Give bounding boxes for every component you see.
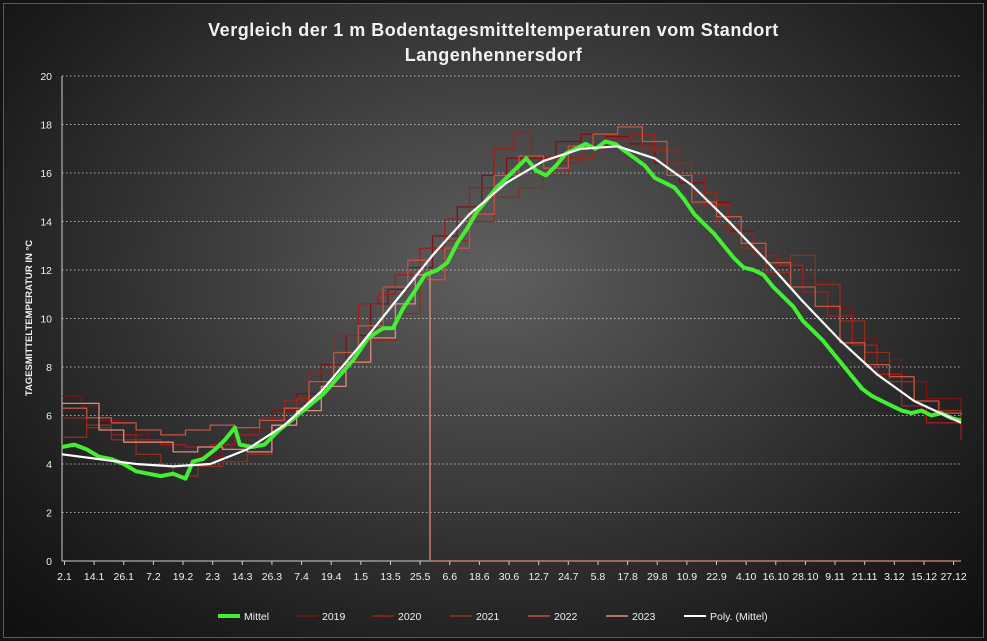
- x-tick-label: 19.4: [321, 571, 342, 583]
- series-line-mittel: [61, 139, 962, 481]
- x-tick-label: 17.8: [617, 571, 638, 583]
- y-tick-label: 20: [40, 71, 52, 83]
- legend-label: Poly. (Mittel): [710, 611, 768, 623]
- x-tick-label: 26.1: [114, 571, 135, 583]
- series-line-2021: [62, 140, 962, 477]
- x-tick-label: 29.8: [647, 571, 668, 583]
- y-tick-label: 8: [46, 362, 52, 374]
- x-tick-label: 9.11: [825, 571, 845, 583]
- x-tick-label: 22.9: [706, 571, 727, 583]
- grid-lines: [62, 75, 961, 513]
- legend-label: 2021: [476, 611, 500, 623]
- x-tick-label: 6.6: [442, 571, 457, 583]
- x-tick-label: 15.12: [911, 571, 937, 583]
- y-tick-label: 6: [46, 411, 52, 423]
- x-tick-label: 13.5: [380, 571, 401, 583]
- legend-label: 2023: [632, 611, 656, 623]
- y-tick-label: 4: [46, 459, 52, 471]
- x-tick-label: 1.5: [354, 571, 369, 583]
- legend-label: 2022: [554, 611, 578, 623]
- x-tick-label: 28.10: [792, 571, 818, 583]
- x-tick-label: 26.3: [262, 571, 283, 583]
- y-tick-label: 2: [46, 508, 52, 520]
- x-tick-label: 27.12: [940, 571, 966, 583]
- y-tick-label: 0: [46, 556, 52, 568]
- x-tick-label: 7.4: [294, 571, 309, 583]
- x-tick-label: 21.11: [852, 571, 878, 583]
- legend-label: Mittel: [244, 611, 269, 623]
- y-tick-label: 18: [40, 120, 52, 132]
- legend-label: 2020: [398, 611, 422, 623]
- series-line-poly-mittel: [61, 145, 962, 468]
- y-tick-label: 16: [40, 168, 52, 180]
- x-tick-label: 4.10: [736, 571, 757, 583]
- series-line-2023: [62, 271, 961, 562]
- x-tick-label: 25.5: [410, 571, 431, 583]
- x-tick-label: 30.6: [499, 571, 520, 583]
- chart-title-line-2: Langenhennersdorf: [404, 45, 583, 65]
- chart-title-line-1: Vergleich der 1 m Bodentagesmitteltemper…: [208, 20, 779, 40]
- x-tick-label: 7.2: [146, 571, 161, 583]
- series-lines: [61, 126, 962, 562]
- y-tick-label: 10: [40, 314, 52, 326]
- x-tick-label: 12.7: [528, 571, 549, 583]
- x-tick-label: 14.1: [84, 571, 105, 583]
- legend-label: 2019: [322, 611, 346, 623]
- y-tick-label: 14: [40, 217, 52, 229]
- x-tick-label: 3.12: [884, 571, 905, 583]
- x-tick-label: 16.10: [763, 571, 789, 583]
- series-line-2019: [62, 133, 962, 458]
- x-tick-label: 5.8: [591, 571, 606, 583]
- x-tick-label: 14.3: [232, 571, 253, 583]
- x-tick-label: 10.9: [677, 571, 698, 583]
- y-tick-label: 12: [40, 265, 52, 277]
- x-tick-label: 2.3: [205, 571, 220, 583]
- legend: Mittel 2019 2020 2021 2022 2023 Poly. (Mittel): [218, 611, 768, 623]
- x-tick-label: 19.2: [173, 571, 194, 583]
- x-tick-label: 24.7: [558, 571, 579, 583]
- y-axis-label: TAGESMITTELTEMPERATUR IN °C: [24, 240, 35, 396]
- x-tick-label: 2.1: [57, 571, 72, 583]
- x-tick-label: 18.6: [469, 571, 490, 583]
